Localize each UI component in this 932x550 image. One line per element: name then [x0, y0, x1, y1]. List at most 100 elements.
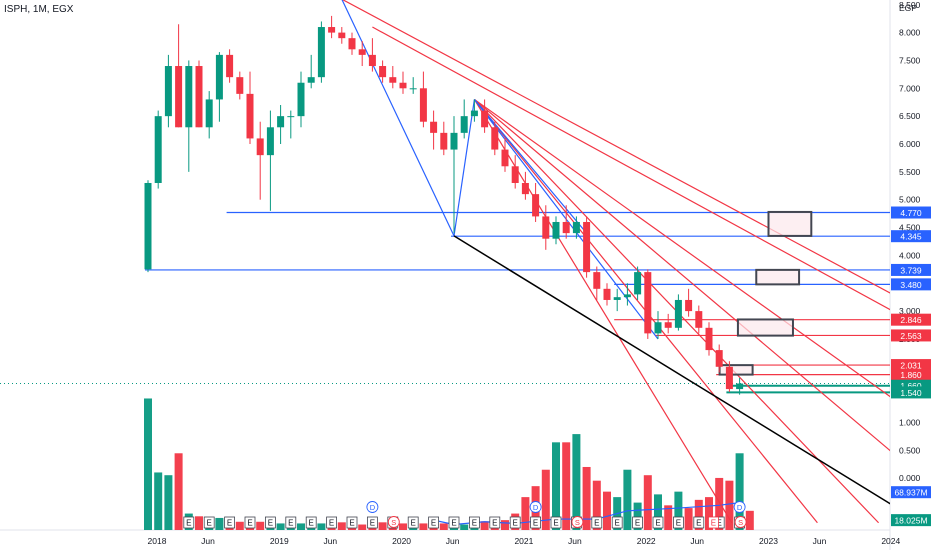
earnings-marker-icon: [264, 516, 276, 529]
candle-body: [277, 116, 285, 128]
earnings-marker-icon: [285, 516, 297, 529]
candle-body: [379, 66, 387, 78]
price-label-text: 4.345: [900, 232, 922, 242]
volume-bar: [694, 499, 703, 530]
earnings-marker-icon: [509, 516, 521, 529]
earnings-marker-label: E: [288, 519, 293, 528]
volume-label-badge: [891, 486, 931, 499]
candle-body: [317, 27, 325, 78]
candle-body: [389, 77, 397, 83]
volume-bar: [521, 497, 530, 530]
volume-label-badge: [891, 514, 931, 527]
candle-body: [695, 311, 703, 328]
blue-trend-line: [341, 0, 455, 237]
candle-body: [399, 82, 407, 89]
dividend-marker-icon: [733, 501, 746, 513]
candle-body: [358, 49, 366, 55]
earnings-marker-icon: [366, 516, 378, 529]
time-tick-label: 2020: [392, 536, 411, 546]
earnings-marker-icon: [693, 516, 705, 529]
earnings-marker-icon: [244, 516, 256, 529]
candle-body: [450, 132, 458, 150]
candle-body: [409, 88, 417, 90]
volume-bar: [154, 472, 163, 530]
candle-body: [175, 66, 183, 128]
earnings-marker-label: E: [655, 519, 660, 528]
event-marker-label: D: [370, 503, 376, 512]
candle-body: [685, 299, 693, 312]
candle-body: [154, 116, 162, 183]
volume-bar: [674, 491, 683, 530]
candle-body: [501, 149, 509, 167]
candle-body: [705, 327, 713, 351]
candle-body: [491, 127, 499, 150]
volume-bar: [276, 523, 285, 530]
candle-body: [460, 116, 468, 133]
candle-body: [715, 350, 723, 367]
earnings-marker-label: E: [533, 519, 538, 528]
volume-label-text: 18.025M: [894, 516, 927, 526]
volume-bar: [633, 502, 642, 530]
volume-bar: [337, 522, 346, 530]
candle-body: [613, 297, 621, 300]
price-tick-label: 3.000: [899, 306, 921, 316]
target-box: [755, 268, 801, 286]
candle-body: [205, 99, 213, 128]
time-tick-label: 2018: [148, 536, 167, 546]
volume-bar: [684, 508, 693, 530]
price-tick-label: 1.000: [899, 418, 921, 428]
time-tick-label: 2022: [637, 536, 656, 546]
price-label-text: 2.846: [900, 315, 922, 325]
earnings-marker-label: E: [717, 519, 722, 528]
candle-body: [470, 110, 478, 117]
candle-body: [246, 93, 254, 139]
price-tick-label: 8.000: [899, 28, 921, 38]
earnings-marker-label: E: [492, 519, 497, 528]
volume-bar: [358, 524, 367, 530]
candle-body: [226, 54, 234, 78]
earnings-marker-label: E: [696, 519, 701, 528]
event-marker-label: D: [533, 503, 539, 512]
time-tick-label: 2021: [514, 536, 533, 546]
blue-trend-line: [473, 99, 588, 234]
earnings-marker-icon: [489, 516, 501, 529]
earnings-marker-label: E: [207, 519, 212, 528]
earnings-marker-label: E: [594, 519, 599, 528]
candle-body: [521, 182, 529, 195]
fan-line: [474, 98, 890, 398]
earnings-marker-icon: [550, 516, 562, 529]
candle-body: [664, 322, 672, 328]
price-label-badge: [891, 230, 931, 243]
volume-bar: [378, 522, 387, 530]
future-earnings-label: E: [711, 519, 716, 528]
candle-body: [644, 272, 652, 334]
candle-body: [674, 299, 682, 328]
price-tick-label: 0.000: [899, 473, 921, 483]
earnings-marker-label: E: [309, 519, 314, 528]
split-marker-icon: [734, 516, 747, 528]
volume-bar: [541, 469, 550, 530]
earnings-marker-icon: [305, 516, 317, 529]
earnings-marker-icon: [468, 516, 480, 529]
volume-bar: [715, 477, 724, 530]
price-tick-label: 4.000: [899, 250, 921, 260]
volume-bar: [215, 517, 224, 530]
candle-body: [634, 272, 642, 295]
candle-body: [552, 221, 560, 239]
price-tick-label: 7.500: [899, 55, 921, 65]
volume-bar: [460, 524, 469, 530]
candle-body: [593, 272, 601, 289]
candle-body: [348, 38, 356, 50]
fan-line: [474, 98, 890, 452]
candle-body: [542, 216, 550, 239]
dividend-marker-icon: [529, 501, 542, 513]
volume-label-text: 68.937M: [894, 488, 927, 498]
candle-body: [511, 166, 519, 183]
earnings-marker-icon: [673, 516, 684, 529]
earnings-marker-icon: [326, 516, 338, 529]
earnings-marker-icon: [632, 516, 643, 529]
candle-body: [256, 138, 264, 156]
earnings-marker-icon: [591, 516, 603, 529]
volume-bar: [399, 523, 407, 530]
